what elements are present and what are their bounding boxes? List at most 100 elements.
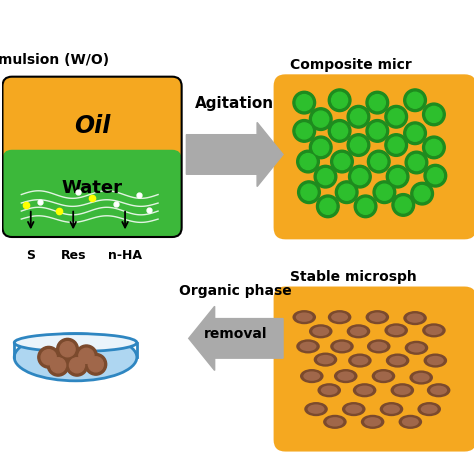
Circle shape	[369, 95, 385, 110]
Circle shape	[407, 125, 423, 141]
Circle shape	[411, 182, 433, 205]
Circle shape	[388, 137, 404, 153]
Ellipse shape	[421, 404, 438, 414]
Text: Res: Res	[61, 249, 86, 262]
Circle shape	[350, 109, 366, 125]
Circle shape	[423, 136, 445, 159]
Circle shape	[317, 195, 339, 218]
Text: n-HA: n-HA	[108, 249, 142, 262]
Ellipse shape	[407, 313, 424, 323]
Circle shape	[51, 358, 66, 373]
Ellipse shape	[317, 355, 334, 365]
Circle shape	[367, 150, 390, 173]
Ellipse shape	[14, 334, 137, 352]
Circle shape	[414, 186, 430, 201]
Circle shape	[388, 109, 404, 125]
Ellipse shape	[403, 311, 427, 325]
Ellipse shape	[321, 385, 338, 395]
Text: Water: Water	[62, 179, 123, 197]
Ellipse shape	[424, 354, 447, 368]
Circle shape	[352, 169, 368, 185]
Circle shape	[328, 119, 351, 142]
Circle shape	[85, 354, 107, 375]
Ellipse shape	[334, 369, 357, 383]
Ellipse shape	[314, 353, 337, 367]
Ellipse shape	[318, 383, 341, 397]
Ellipse shape	[370, 342, 387, 351]
Ellipse shape	[369, 312, 386, 322]
Ellipse shape	[426, 326, 442, 335]
Circle shape	[348, 165, 371, 188]
Ellipse shape	[312, 327, 329, 336]
Circle shape	[369, 123, 385, 139]
Ellipse shape	[328, 310, 351, 324]
Circle shape	[298, 181, 320, 203]
Ellipse shape	[427, 383, 450, 397]
Ellipse shape	[330, 339, 354, 354]
Ellipse shape	[296, 312, 313, 322]
Text: Agitation: Agitation	[195, 96, 274, 110]
Ellipse shape	[323, 415, 346, 429]
Ellipse shape	[418, 402, 441, 416]
Ellipse shape	[342, 402, 365, 416]
Text: Oil: Oil	[74, 114, 110, 138]
Circle shape	[371, 154, 387, 170]
Ellipse shape	[384, 323, 408, 337]
Ellipse shape	[389, 356, 406, 365]
Ellipse shape	[300, 342, 317, 351]
Text: removal: removal	[204, 327, 268, 341]
Polygon shape	[189, 306, 283, 371]
Circle shape	[428, 168, 443, 184]
Ellipse shape	[303, 372, 320, 381]
Ellipse shape	[375, 372, 392, 381]
Ellipse shape	[296, 339, 320, 354]
Circle shape	[88, 357, 103, 372]
Circle shape	[334, 154, 350, 170]
Circle shape	[395, 197, 411, 213]
Circle shape	[404, 122, 427, 145]
Circle shape	[318, 169, 334, 185]
Circle shape	[60, 342, 75, 357]
Circle shape	[332, 123, 347, 139]
Ellipse shape	[365, 310, 389, 324]
Circle shape	[314, 165, 337, 188]
FancyBboxPatch shape	[2, 150, 182, 237]
Circle shape	[338, 184, 355, 200]
Circle shape	[392, 193, 415, 216]
Circle shape	[300, 154, 316, 170]
Circle shape	[404, 89, 427, 111]
Circle shape	[373, 181, 396, 203]
Ellipse shape	[14, 334, 137, 381]
Ellipse shape	[386, 354, 410, 368]
Ellipse shape	[391, 383, 414, 397]
Circle shape	[293, 91, 316, 114]
Ellipse shape	[309, 324, 333, 338]
Circle shape	[310, 108, 332, 130]
Ellipse shape	[408, 343, 425, 353]
Ellipse shape	[292, 310, 316, 324]
Circle shape	[376, 184, 392, 200]
Circle shape	[79, 348, 94, 364]
Ellipse shape	[394, 385, 411, 395]
Ellipse shape	[300, 369, 324, 383]
Ellipse shape	[351, 356, 368, 365]
Ellipse shape	[348, 354, 372, 368]
Circle shape	[69, 358, 84, 373]
Circle shape	[301, 184, 317, 200]
Circle shape	[405, 151, 428, 174]
Circle shape	[357, 198, 374, 214]
Ellipse shape	[410, 371, 433, 384]
Circle shape	[423, 103, 445, 126]
Ellipse shape	[367, 339, 391, 354]
FancyBboxPatch shape	[2, 77, 182, 237]
Text: Organic phase: Organic phase	[180, 284, 292, 298]
Ellipse shape	[350, 327, 367, 336]
Ellipse shape	[327, 417, 343, 427]
Circle shape	[75, 345, 97, 367]
Circle shape	[347, 134, 370, 156]
Ellipse shape	[372, 369, 395, 383]
Circle shape	[310, 136, 332, 159]
Circle shape	[424, 164, 447, 187]
Ellipse shape	[399, 415, 422, 429]
Ellipse shape	[364, 417, 381, 427]
